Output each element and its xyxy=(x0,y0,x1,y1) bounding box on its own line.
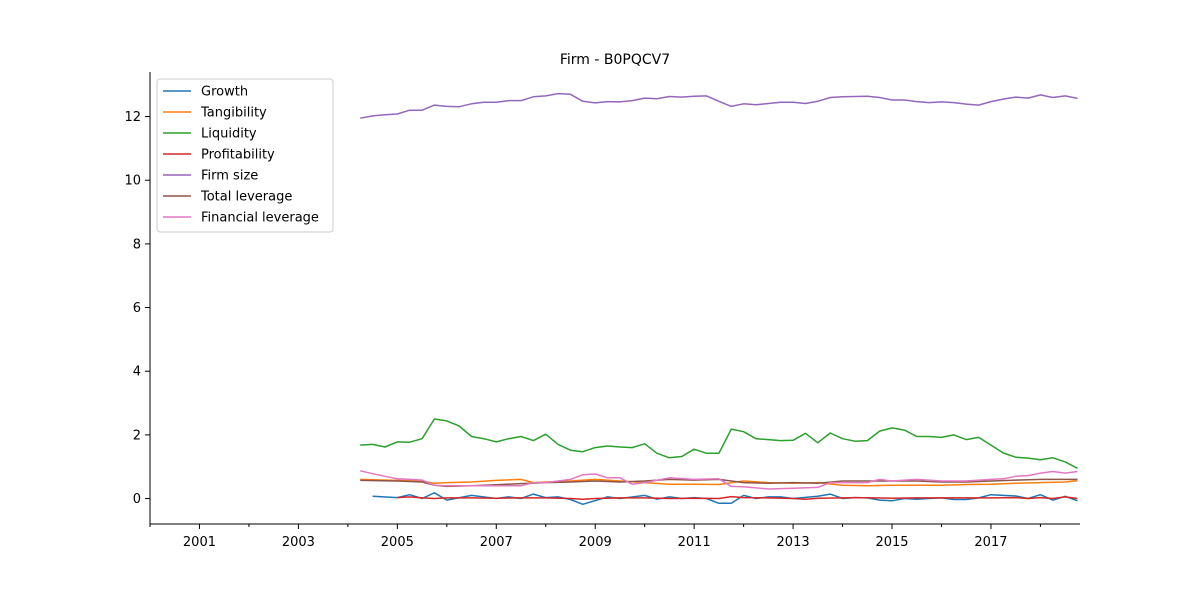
legend-label: Liquidity xyxy=(201,127,257,142)
y-axis-ticks: 0 2 4 6 8 10 12 xyxy=(124,110,150,507)
chart-title: Firm - B0PQCV7 xyxy=(560,52,670,68)
x-tick-label: 2007 xyxy=(480,535,513,550)
series-layer xyxy=(360,92,1078,506)
y-tick-label: 4 xyxy=(133,365,141,380)
series-line-3 xyxy=(397,495,1078,500)
x-tick-label: 2009 xyxy=(579,535,612,550)
x-tick-label: 2015 xyxy=(875,535,908,550)
x-axis-ticks: 2001 2003 2005 2007 2009 2011 2013 2015 2017 xyxy=(149,524,1041,550)
legend-label: Growth xyxy=(201,85,248,100)
x-tick-label: 2001 xyxy=(183,535,216,550)
legend-box xyxy=(156,78,334,233)
series-line-2 xyxy=(360,418,1078,469)
series-line-1 xyxy=(360,478,1078,487)
y-tick-label: 10 xyxy=(124,174,141,189)
legend-label: Profitability xyxy=(201,148,275,163)
legend-label: Total leverage xyxy=(200,190,292,205)
axes-layer xyxy=(149,72,1080,525)
series-line-4 xyxy=(360,92,1078,119)
y-tick-label: 2 xyxy=(133,428,141,443)
x-tick-label: 2013 xyxy=(777,535,810,550)
legend-label: Firm size xyxy=(201,169,258,184)
x-tick-label: 2003 xyxy=(282,535,315,550)
y-tick-label: 6 xyxy=(133,301,141,316)
legend: Growth Tangibility Liquidity Profitability F… xyxy=(156,78,334,233)
x-tick-label: 2017 xyxy=(974,535,1007,550)
y-tick-label: 12 xyxy=(124,110,141,125)
series-line-6 xyxy=(360,470,1078,490)
x-tick-label: 2011 xyxy=(678,535,711,550)
y-tick-label: 8 xyxy=(133,237,141,252)
legend-label: Tangibility xyxy=(200,106,267,121)
y-tick-label: 0 xyxy=(133,492,141,507)
legend-label: Financial leverage xyxy=(201,211,319,226)
x-tick-label: 2005 xyxy=(381,535,414,550)
